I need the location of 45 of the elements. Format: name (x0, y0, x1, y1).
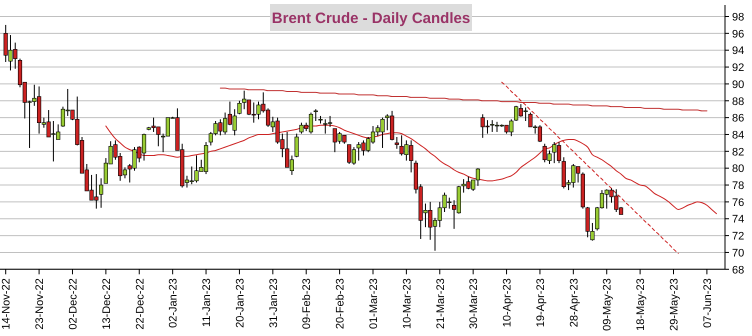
x-tick-label: 13-Dec-22 (100, 278, 113, 330)
x-tick-label: 02-Jan-23 (168, 278, 180, 328)
y-tick-label: 92 (732, 62, 744, 74)
x-tick-label: 30-Mar-23 (468, 278, 480, 330)
x-tick-label: 11-Jan-23 (201, 278, 214, 328)
x-tick-label: 19-Apr-23 (534, 278, 547, 328)
x-tick-label: 22-Dec-22 (134, 278, 146, 330)
y-tick-label: 76 (732, 196, 744, 209)
x-tick-label: 10-Apr-23 (502, 278, 514, 328)
y-tick-label: 90 (732, 78, 744, 91)
x-tick-label: 23-Nov-22 (34, 278, 46, 330)
y-tick-label: 70 (732, 247, 744, 260)
candlestick (237, 100, 242, 115)
x-tick-label: 18-May-23 (635, 278, 648, 331)
y-tick-label: 82 (732, 146, 744, 158)
x-tick-label: 01-Mar-23 (368, 278, 380, 330)
x-tick-label: 28-Apr-23 (568, 278, 580, 328)
x-tick-label: 09-May-23 (602, 278, 614, 331)
x-tick-label: 20-Feb-23 (334, 278, 347, 330)
y-tick-label: 94 (732, 45, 744, 58)
line-series (220, 88, 708, 112)
y-tick-label: 88 (732, 96, 744, 108)
y-tick-label: 80 (732, 163, 744, 176)
y-tick-label: 96 (732, 28, 744, 40)
candlestick (314, 108, 318, 122)
y-tick-label: 74 (732, 214, 744, 226)
y-tick-label: 78 (732, 180, 744, 192)
y-tick-label: 84 (732, 129, 744, 142)
chart-title: Brent Crude - Daily Candles (272, 10, 470, 27)
x-tick-label: 14-Nov-22 (0, 278, 13, 330)
y-tick-label: 86 (732, 112, 744, 125)
x-tick-label: 02-Dec-22 (67, 278, 80, 330)
x-tick-label: 07-Jun-23 (702, 278, 714, 328)
x-tick-label: 20-Jan-23 (234, 278, 246, 328)
x-tick-label: 31-Jan-23 (268, 278, 280, 328)
y-tick-label: 98 (732, 12, 744, 24)
x-tick-label: 21-Mar-23 (434, 278, 447, 330)
candlestick (294, 133, 299, 158)
y-tick-label: 68 (732, 264, 744, 276)
x-tick-label: 09-Feb-23 (301, 278, 314, 330)
candlestick (394, 136, 399, 150)
y-tick-label: 72 (732, 230, 744, 243)
x-tick-label: 10-Mar-23 (401, 278, 414, 330)
candlestick (99, 178, 104, 208)
x-tick-label: 29-May-23 (668, 278, 680, 331)
